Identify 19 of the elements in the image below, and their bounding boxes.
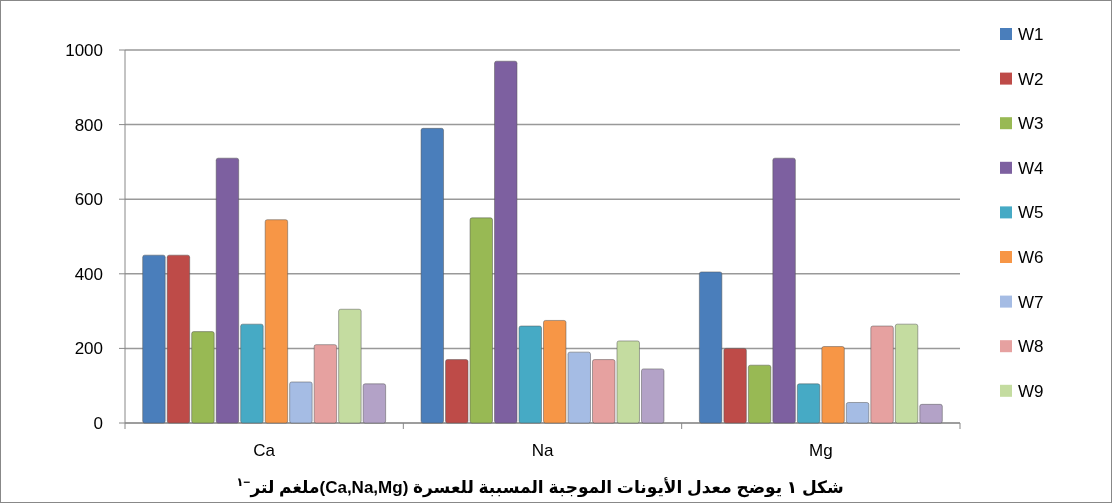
x-tick-label: Mg — [809, 441, 833, 460]
legend-label: W7 — [1018, 292, 1044, 312]
legend-label: W6 — [1018, 248, 1044, 267]
legend-label: W5 — [1018, 203, 1044, 223]
y-tick-label: 200 — [74, 339, 103, 359]
text: شكل ١ يوضح معدل الأيونات الموجبة المسببة للعسرة (Ca,Na,Mg)ملغم لتر$^{−١}$ — [236, 475, 844, 498]
y-tick-label: 0 — [93, 414, 103, 433]
legend-label: W3 — [1018, 114, 1044, 134]
y-tick-label: 600 — [74, 190, 103, 210]
y-tick-label: 400 — [74, 264, 103, 284]
x-tick-label: Ca — [253, 441, 276, 460]
legend-label: W2 — [1018, 69, 1044, 89]
legend-label: W8 — [1018, 337, 1044, 357]
y-tick-label: 1000 — [65, 41, 103, 60]
y-tick-label: 800 — [74, 115, 103, 135]
x-tick-label: Na — [531, 441, 554, 460]
legend-label: W9 — [1018, 381, 1044, 401]
legend-label: W4 — [1018, 158, 1044, 178]
legend-label: W1 — [1018, 25, 1044, 44]
